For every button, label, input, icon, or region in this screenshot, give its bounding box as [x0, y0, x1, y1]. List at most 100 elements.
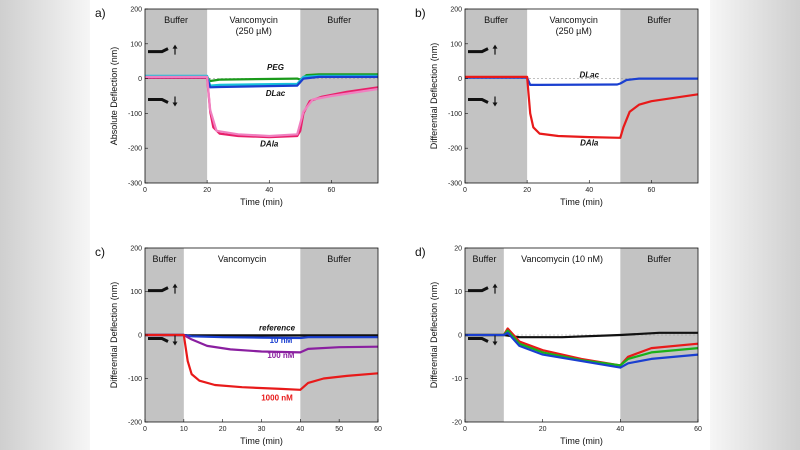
region-label: Buffer	[327, 254, 351, 264]
y-tick-label: -100	[128, 376, 142, 383]
x-tick-label: 50	[335, 426, 343, 433]
y-tick-label: 100	[130, 289, 142, 296]
x-tick-label: 40	[296, 426, 304, 433]
bend-down-icon-arrow-head	[492, 341, 498, 346]
y-tick-label: -200	[448, 146, 462, 153]
y-tick-label: 0	[138, 76, 142, 83]
region-label: Buffer	[164, 15, 188, 25]
y-tick-label: -10	[452, 376, 462, 383]
y-tick-label: 10	[454, 289, 462, 296]
axes-frame	[464, 8, 699, 184]
x-tick-label: 10	[180, 426, 188, 433]
y-tick-label: -100	[448, 111, 462, 118]
x-tick-label: 0	[463, 426, 467, 433]
bend-down-icon-cantilever	[468, 97, 489, 104]
region-label: Buffer	[327, 15, 351, 25]
panel-letter: d)	[415, 245, 426, 259]
y-tick-label: 0	[458, 333, 462, 340]
x-axis-title: Time (min)	[240, 436, 283, 446]
y-tick-label: 200	[450, 7, 462, 14]
bend-up-icon-arrow-head	[172, 44, 178, 49]
x-tick-label: 0	[143, 187, 147, 194]
region-label: Buffer	[152, 254, 176, 264]
bend-up-icon-cantilever	[148, 47, 169, 54]
panel-letter: a)	[95, 6, 106, 20]
series-1000-nm	[145, 333, 379, 391]
series-annotation: DLac	[266, 89, 286, 98]
y-axis-title: Differential Deflection (nm)	[429, 43, 439, 149]
x-tick-label: 40	[616, 426, 624, 433]
region-label: Buffer	[647, 15, 671, 25]
x-tick-label: 60	[648, 187, 656, 194]
bend-down-icon-cantilever	[148, 336, 169, 343]
bend-down-icon-cantilever	[148, 97, 169, 104]
x-tick-label: 60	[694, 426, 702, 433]
series-annotation: 1000 nM	[261, 393, 293, 402]
x-tick-label: 40	[585, 187, 593, 194]
left-gray-margin	[0, 0, 90, 450]
y-axis-title: Differential Deflection (nm)	[109, 282, 119, 388]
bend-down-icon-arrow-head	[172, 102, 178, 107]
region-label: (250 µM)	[556, 26, 592, 36]
x-tick-label: 30	[258, 426, 266, 433]
panel-2: b) Buffer Vancomycin(250 µM) Buffer 0 20 40 60 2…	[415, 6, 699, 207]
series-annotation: DLac	[579, 71, 599, 80]
region-label: Buffer	[484, 15, 508, 25]
panel-1: a) Buffer Vancomycin(250 µM) Buffer 0 20 40 60 2…	[95, 6, 379, 207]
y-tick-label: -300	[128, 181, 142, 188]
x-tick-label: 20	[203, 187, 211, 194]
y-tick-label: -100	[128, 111, 142, 118]
y-tick-label: -200	[128, 420, 142, 427]
y-tick-label: 100	[450, 41, 462, 48]
series-annotation: DAla	[580, 138, 599, 147]
y-tick-label: 100	[130, 41, 142, 48]
region-label: Vancomycin	[230, 15, 278, 25]
region-label: Vancomycin	[550, 15, 598, 25]
series-annotation: reference	[259, 324, 296, 333]
region-shade	[145, 9, 208, 183]
y-axis-title: Absolute Deflection (nm)	[109, 47, 119, 146]
region-shade	[465, 9, 528, 183]
region-label: (250 µM)	[236, 26, 272, 36]
region-label: Buffer	[472, 254, 496, 264]
x-tick-label: 20	[539, 426, 547, 433]
axes-frame	[144, 8, 379, 184]
panel-3: c) Buffer Vancomycin Buffer 0 10 20 30 40 50 60 200…	[95, 245, 382, 446]
y-tick-label: 200	[130, 7, 142, 14]
series-annotation: PEG	[267, 63, 284, 72]
region-label: Vancomycin	[218, 254, 266, 264]
series-pink	[145, 75, 379, 138]
series-100-nm	[145, 333, 379, 354]
region-label: Vancomycin (10 nM)	[521, 254, 603, 264]
series-annotation: DAla	[260, 139, 279, 148]
bend-down-icon-cantilever	[468, 336, 489, 343]
y-tick-label: 0	[138, 333, 142, 340]
x-tick-label: 60	[328, 187, 336, 194]
x-axis-title: Time (min)	[560, 197, 603, 207]
x-tick-label: 40	[265, 187, 273, 194]
bend-up-icon-cantilever	[468, 286, 489, 293]
x-tick-label: 60	[374, 426, 382, 433]
right-gray-margin	[710, 0, 800, 450]
bend-up-icon-arrow-head	[492, 44, 498, 49]
bend-down-icon-arrow-head	[172, 341, 178, 346]
x-axis-title: Time (min)	[560, 436, 603, 446]
region-label: Buffer	[647, 254, 671, 264]
bend-up-icon-cantilever	[468, 47, 489, 54]
panel-4: d) Buffer Vancomycin (10 nM) Buffer 0 20 40 60 2…	[415, 245, 702, 446]
bend-up-icon-cantilever	[148, 286, 169, 293]
bend-up-icon-arrow-head	[172, 283, 178, 288]
y-tick-label: 20	[454, 246, 462, 253]
series-dala	[465, 75, 699, 139]
panel-letter: b)	[415, 6, 426, 20]
series-annotation: 100 nM	[267, 351, 294, 360]
panel-letter: c)	[95, 245, 105, 259]
x-tick-label: 0	[463, 187, 467, 194]
x-tick-label: 20	[219, 426, 227, 433]
bend-up-icon-arrow-head	[492, 283, 498, 288]
series-blue	[465, 331, 699, 369]
y-tick-label: 0	[458, 76, 462, 83]
y-tick-label: -300	[448, 181, 462, 188]
